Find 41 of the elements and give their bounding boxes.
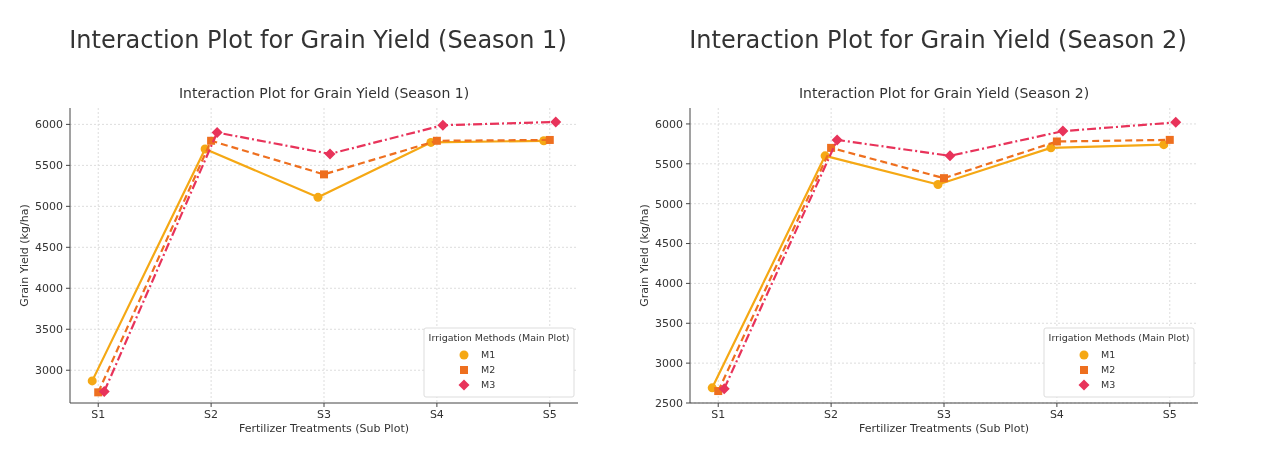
y-tick-label: 5000 — [35, 200, 63, 214]
legend-label: M2 — [481, 364, 496, 376]
chart-subtitle: Interaction Plot for Grain Yield (Season 2) — [798, 85, 1090, 101]
legend-label: M3 — [481, 379, 496, 391]
x-tick-label: S4 — [1049, 408, 1064, 421]
y-tick-label: 5500 — [35, 159, 63, 173]
x-tick-label: S5 — [1162, 408, 1177, 421]
x-axis-title: Fertilizer Treatments (Sub Plot) — [858, 422, 1030, 435]
y-tick-label: 4500 — [35, 241, 63, 255]
chart-title: Interaction Plot for Grain Yield (Season 1) — [69, 26, 567, 54]
legend-label: M1 — [481, 349, 496, 361]
x-tick-label: S5 — [542, 408, 557, 421]
y-tick-label: 3000 — [35, 364, 63, 378]
y-tick-label: 6000 — [35, 118, 63, 132]
legend-label: M3 — [1101, 379, 1116, 391]
x-tick-label: S4 — [429, 408, 444, 421]
x-tick-label: S1 — [711, 408, 726, 421]
x-tick-label: S3 — [317, 408, 331, 421]
y-tick-label: 4000 — [655, 277, 683, 291]
y-tick-label: 4500 — [655, 237, 683, 251]
x-tick-label: S2 — [824, 408, 839, 421]
y-tick-label: 3500 — [35, 323, 63, 337]
y-axis-title: Grain Yield (kg/ha) — [18, 204, 31, 307]
y-tick-label: 5500 — [655, 157, 683, 171]
y-tick-label: 5000 — [655, 197, 683, 211]
y-axis-title: Grain Yield (kg/ha) — [638, 204, 651, 307]
x-tick-label: S3 — [937, 408, 951, 421]
y-tick-label: 3000 — [655, 356, 683, 370]
legend-label: M1 — [1101, 349, 1116, 361]
y-tick-label: 2500 — [655, 396, 683, 410]
legend-label: M2 — [1101, 364, 1116, 376]
y-tick-label: 6000 — [655, 117, 683, 131]
x-tick-label: S1 — [91, 408, 106, 421]
y-tick-label: 3500 — [655, 317, 683, 331]
chart-title: Interaction Plot for Grain Yield (Season 2) — [689, 26, 1187, 54]
y-tick-label: 4000 — [35, 282, 63, 296]
x-axis-title: Fertilizer Treatments (Sub Plot) — [238, 422, 410, 435]
legend-title: Irrigation Methods (Main Plot) — [428, 332, 570, 343]
x-tick-label: S2 — [204, 408, 219, 421]
legend-title: Irrigation Methods (Main Plot) — [1048, 332, 1190, 343]
chart-subtitle: Interaction Plot for Grain Yield (Season 1) — [178, 85, 470, 101]
